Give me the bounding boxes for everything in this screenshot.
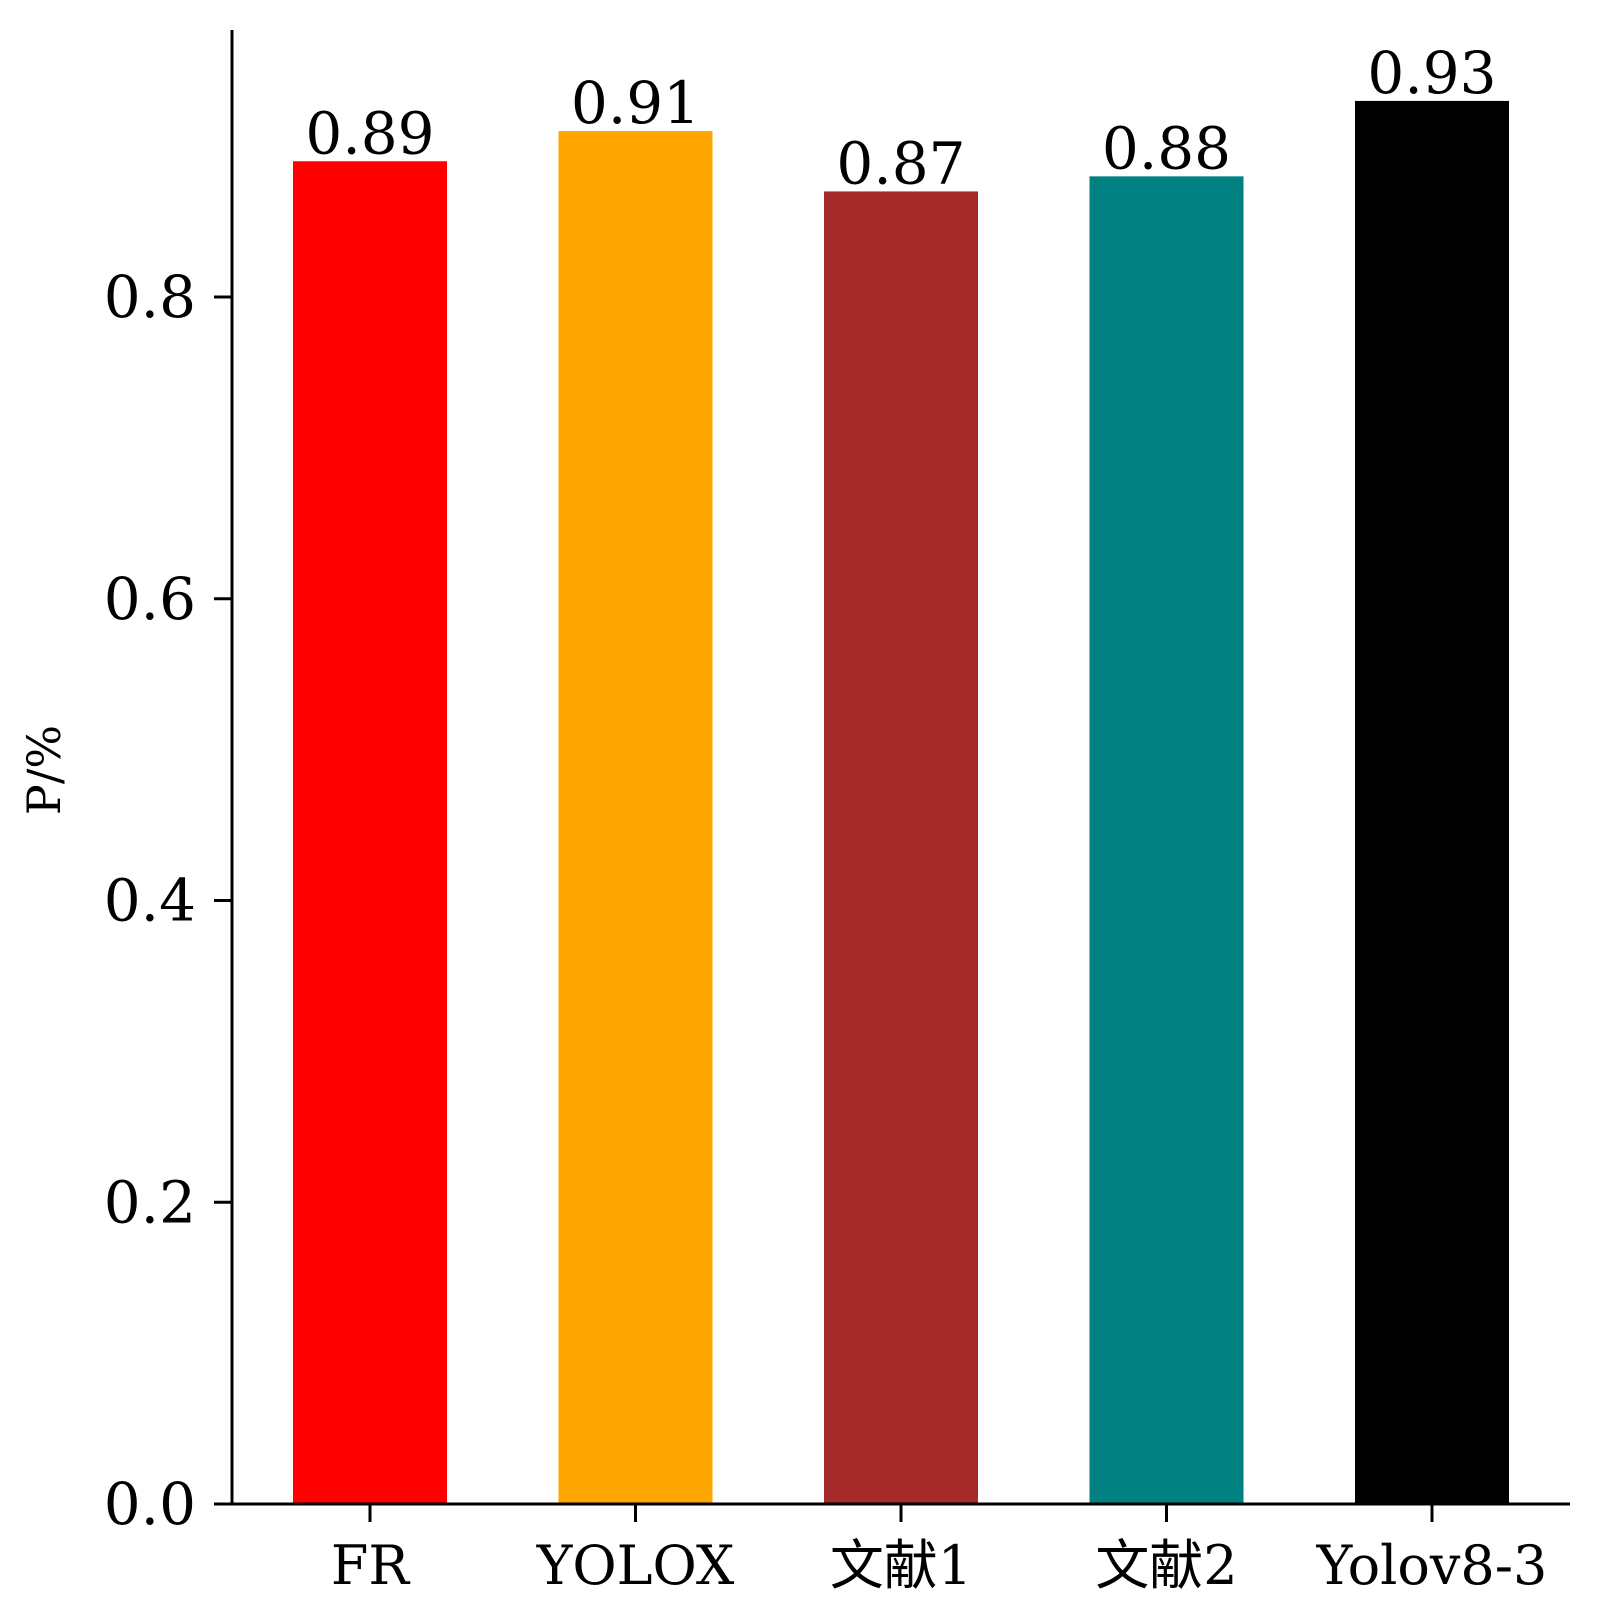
bar-4 [1089,176,1244,1505]
y-tick-label-1: 0.0 [104,1470,196,1538]
x-tick-label-3: 文献1 [830,1534,972,1597]
x-tick-label-4: 文献2 [1095,1534,1237,1597]
bar-5 [1355,100,1509,1504]
y-tick-label-5: 0.8 [104,263,196,331]
y-axis-title: P/% [17,725,71,815]
x-tick-label-2: YOLOX [536,1534,735,1597]
data-label-4: 0.88 [1102,114,1231,182]
y-tick-label-2: 0.2 [104,1168,196,1236]
bar-2 [558,131,713,1505]
data-label-5: 0.93 [1367,39,1496,107]
y-tick-label-3: 0.4 [104,867,196,935]
data-label-1: 0.89 [305,99,434,167]
bar-3 [824,191,978,1504]
y-tick-label-4: 0.6 [104,565,196,633]
bars-layer [293,100,1509,1505]
data-label-3: 0.87 [836,129,965,197]
data-label-2: 0.91 [571,69,700,137]
x-tick-label-5: Yolov8-3 [1316,1534,1548,1597]
axes-layer [214,30,1570,1506]
x-tick-label-1: FR [331,1534,410,1597]
bar-1 [293,161,447,1504]
x-ticks: FR YOLOX 文献1 文献2 Yolov8-3 [331,1504,1547,1597]
data-labels: 0.89 0.91 0.87 0.88 0.93 [305,39,1496,198]
y-ticks: 0.0 0.2 0.4 0.6 0.8 [104,263,232,1538]
